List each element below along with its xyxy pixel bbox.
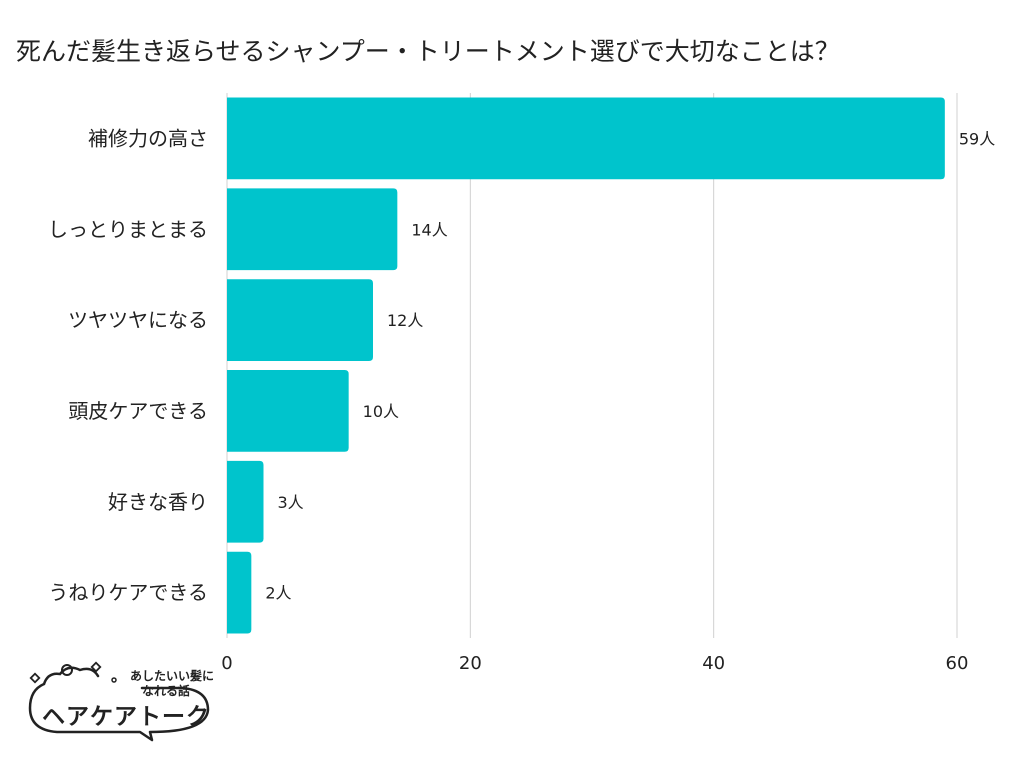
- value-label: 59人: [959, 129, 995, 148]
- bar: [227, 97, 945, 180]
- logo-tagline-2: なれる話: [142, 684, 191, 698]
- bars: [227, 97, 945, 634]
- bar: [227, 279, 373, 361]
- category-label: 好きな香り: [108, 490, 208, 514]
- x-tick-labels: 0 20 40 60: [221, 653, 968, 674]
- category-label: しっとりまとまる: [48, 217, 208, 241]
- category-label: ツヤツヤになる: [68, 308, 208, 332]
- x-tick-label: 0: [221, 653, 232, 674]
- brand-logo: あしたいい髪に なれる話 ヘアケアトーク: [22, 660, 222, 742]
- value-labels: 59人 14人 12人 10人 3人 2人: [265, 129, 995, 602]
- category-label: 頭皮ケアできる: [68, 399, 208, 423]
- grid-lines: [226, 93, 958, 638]
- category-label: 補修力の高さ: [88, 126, 208, 150]
- speech-bubble-icon: [28, 661, 210, 742]
- bar: [227, 188, 398, 271]
- category-labels: 補修力の高さしっとりまとまるツヤツヤになる頭皮ケアできる好きな香りうねりケアでき…: [48, 126, 208, 604]
- x-tick-label: 40: [702, 653, 725, 674]
- logo-tagline-1: あしたいい髪に: [130, 669, 215, 683]
- bar: [227, 551, 252, 634]
- value-label: 3人: [278, 493, 304, 512]
- bar: [227, 460, 264, 543]
- bar: [227, 370, 349, 452]
- value-label: 14人: [411, 220, 447, 239]
- logo-brand-name: ヘアケアトーク: [42, 704, 210, 730]
- chart-title: 死んだ髪生き返らせるシャンプー・トリートメント選びで大切なことは？: [16, 37, 840, 66]
- x-tick-label: 20: [459, 653, 482, 674]
- value-label: 2人: [265, 584, 291, 603]
- value-label: 12人: [387, 311, 423, 330]
- x-tick-label: 60: [946, 653, 969, 674]
- category-label: うねりケアできる: [48, 581, 208, 605]
- value-label: 10人: [363, 402, 399, 421]
